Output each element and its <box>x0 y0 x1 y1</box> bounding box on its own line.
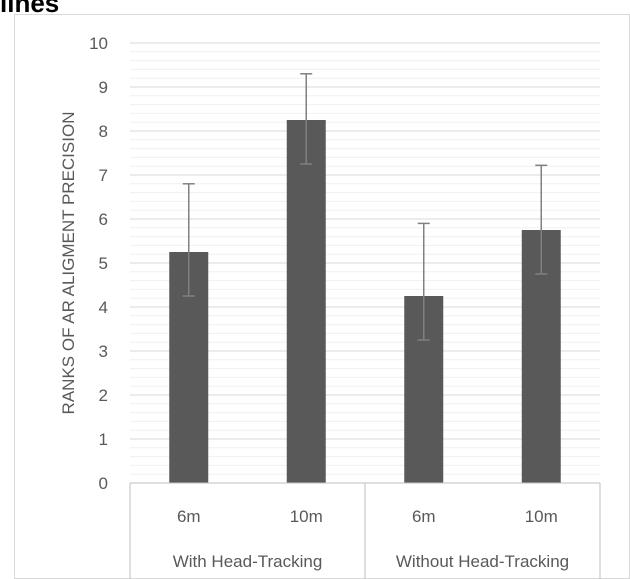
y-tick-label: 2 <box>99 386 108 405</box>
error-bars <box>182 73 548 341</box>
gridlines <box>130 42 600 475</box>
bar <box>286 120 326 483</box>
partial-heading-text: lines <box>0 0 60 18</box>
x-tick-label: 6m <box>177 507 201 526</box>
y-axis-label: RANKS OF AR ALIGMENT PRECISION <box>59 112 78 415</box>
y-tick-label: 3 <box>99 342 108 361</box>
group-label: With Head-Tracking <box>173 552 323 571</box>
x-tick-label: 10m <box>525 507 558 526</box>
y-tick-label: 6 <box>99 210 108 229</box>
group-label: Without Head-Tracking <box>396 552 569 571</box>
axes <box>129 482 601 579</box>
y-tick-label: 10 <box>89 34 108 53</box>
y-tick-label: 1 <box>99 430 108 449</box>
y-tick-label: 8 <box>99 122 108 141</box>
x-tick-label: 10m <box>290 507 323 526</box>
y-tick-label: 0 <box>99 474 108 493</box>
y-tick-label: 5 <box>99 254 108 273</box>
x-tick-label: 6m <box>412 507 436 526</box>
y-tick-label: 9 <box>99 78 108 97</box>
bars <box>169 120 561 483</box>
x-tick-labels: 6m 10m 6m 10m With Head-Tracking Without Head… <box>173 507 569 571</box>
y-tick-label: 4 <box>99 298 108 317</box>
y-tick-labels: 0 1 2 3 4 5 6 7 8 9 10 <box>89 34 108 493</box>
y-tick-label: 7 <box>99 166 108 185</box>
